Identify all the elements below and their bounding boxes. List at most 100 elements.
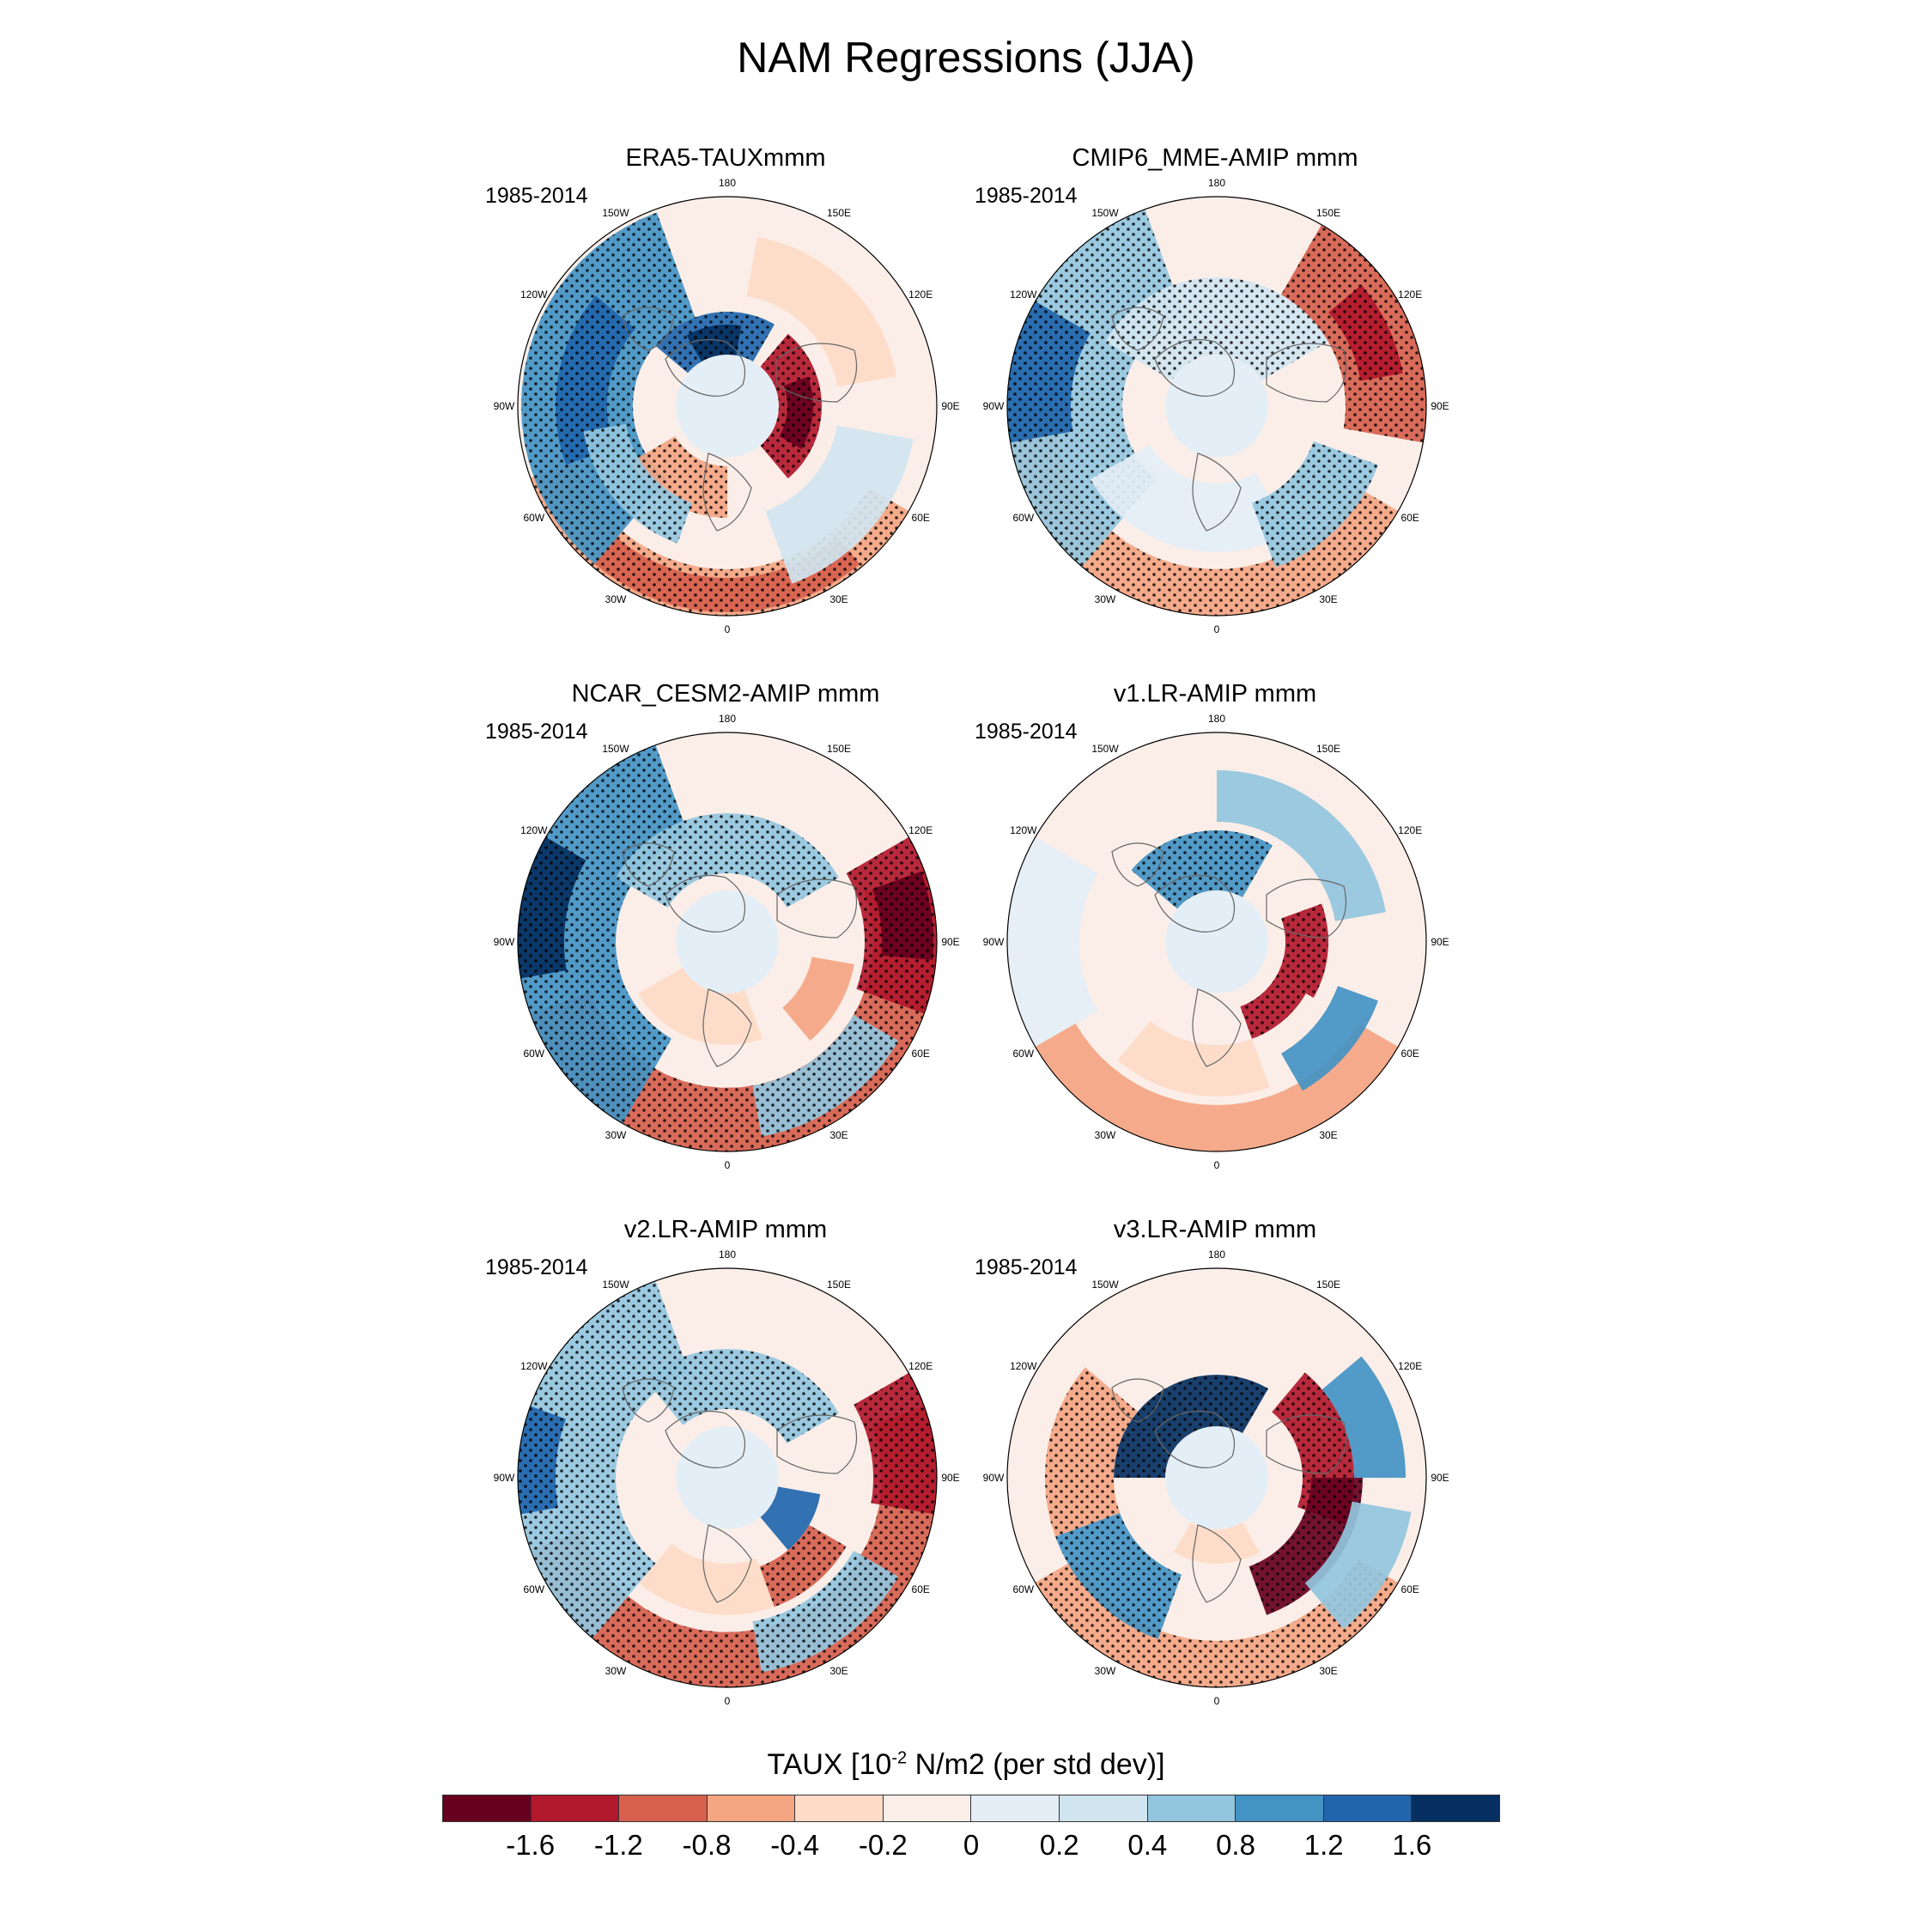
significance-stipple [594, 538, 860, 612]
field-patch [639, 1543, 775, 1615]
longitude-label: 60W [523, 1583, 544, 1595]
field-patch [1117, 1020, 1270, 1097]
field-patch [1174, 1522, 1260, 1564]
colorbar-tick-label: -0.4 [770, 1829, 820, 1861]
colorbar-box [443, 1795, 532, 1821]
coastline [776, 878, 858, 939]
panel-period: 1985-2014 [975, 184, 1078, 208]
longitude-label: 90W [494, 1472, 515, 1484]
colorbar-tick-label: -0.2 [858, 1829, 908, 1861]
colorbar-box [883, 1795, 972, 1821]
colorbar-title-prefix: TAUX [10 [767, 1748, 892, 1781]
panel-period: 1985-2014 [485, 184, 588, 208]
field-patch [1217, 770, 1386, 921]
colorbar-title-exponent: -2 [891, 1748, 908, 1768]
longitude-label: 180 [719, 1249, 736, 1261]
panel-title: NCAR_CESM2-AMIP mmm [571, 680, 880, 708]
map-border [1006, 1267, 1427, 1688]
significance-stipple [686, 325, 742, 361]
field-patch [1165, 355, 1268, 458]
significance-stipple [1007, 301, 1091, 443]
coastline [622, 1378, 675, 1423]
colorbar-tick-label: 1.6 [1392, 1829, 1432, 1861]
field-patch [1165, 890, 1268, 993]
longitude-label: 30W [605, 1665, 627, 1677]
longitude-label: 90E [1431, 936, 1449, 948]
longitude-label: 60E [1401, 512, 1419, 524]
longitude-label: 60W [523, 1048, 544, 1060]
longitude-label: 150W [1091, 1279, 1119, 1291]
field-patch [765, 425, 914, 584]
significance-stipple [752, 1015, 899, 1137]
field-patch [746, 237, 896, 387]
coastline [776, 1414, 858, 1474]
panel-period: 1985-2014 [975, 720, 1078, 744]
longitude-label: 120E [1398, 1360, 1422, 1372]
colorbar-box [1323, 1795, 1413, 1821]
map-field [1007, 732, 1426, 1151]
map-panel: 180 150E 120E 90E 60E 30E 0 30W 60W 90W 120W 150W v… [940, 680, 1490, 1170]
longitude-label: 150E [1316, 207, 1340, 219]
longitude-label: 30E [1319, 593, 1337, 605]
coastline [1192, 988, 1242, 1067]
significance-stipple [854, 1373, 937, 1515]
significance-stipple [1007, 406, 1399, 616]
longitude-label: 60W [1012, 1048, 1034, 1060]
panel-title: v3.LR-AMIP mmm [1113, 1216, 1317, 1243]
longitude-label: 180 [1208, 1249, 1225, 1261]
significance-stipple [1055, 1513, 1182, 1639]
longitude-label: 0 [725, 1695, 731, 1705]
longitude-label: 90W [983, 400, 1005, 412]
longitude-label: 60W [523, 512, 544, 524]
longitude-label: 120E [908, 1360, 933, 1372]
longitude-label: 60W [1012, 1583, 1034, 1595]
panel-title: ERA5-TAUXmmm [625, 144, 826, 172]
colorbar-tick-label: 1.2 [1303, 1829, 1344, 1861]
coastline [1111, 307, 1164, 351]
significance-stipple [644, 1349, 839, 1443]
panel-title: CMIP6_MME-AMIP mmm [1072, 144, 1358, 172]
coastline [1154, 874, 1236, 933]
longitude-label: 90W [983, 936, 1005, 948]
colorbar-box [619, 1795, 708, 1821]
field-patch [1090, 445, 1290, 552]
longitude-label: 30W [605, 1129, 627, 1141]
longitude-label: 60W [1012, 512, 1034, 524]
significance-stipple [872, 871, 933, 960]
significance-stipple [518, 1280, 690, 1638]
longitude-label: 120E [1398, 824, 1422, 836]
longitude-label: 90E [941, 400, 959, 412]
colorbar-title: TAUX [10-2 N/m2 (per std dev)] [0, 1748, 1932, 1782]
longitude-label: 90E [1431, 400, 1449, 412]
longitude-label: 30W [605, 593, 627, 605]
coastline [1111, 842, 1164, 887]
longitude-label: 150W [602, 207, 629, 219]
field-patch [1304, 1501, 1412, 1630]
polar-map: 180 150E 120E 90E 60E 30E 0 30W 60W 90W 120W 150W [494, 713, 960, 1170]
map-panel: 180 150E 120E 90E 60E 30E 0 30W 60W 90W 120W 150W v… [940, 1216, 1490, 1705]
longitude-label: 90W [494, 936, 515, 948]
longitude-label: 0 [1214, 1695, 1220, 1705]
coastline [1154, 338, 1236, 397]
longitude-label: 180 [719, 713, 736, 725]
significance-stipple [1035, 1559, 1399, 1687]
map-panel: 180 150E 120E 90E 60E 30E 0 30W 60W 90W 120W 150W v… [451, 1216, 1000, 1705]
significance-stipple [1252, 441, 1378, 568]
field-patch [676, 355, 779, 458]
coastline [665, 1410, 746, 1468]
coastline [702, 1524, 752, 1603]
longitude-label: 90W [494, 400, 515, 412]
significance-stipple [518, 744, 690, 1124]
longitude-label: 120W [520, 824, 548, 836]
coastline [1266, 343, 1347, 403]
coastline [702, 988, 752, 1067]
coastline [1266, 878, 1347, 939]
panel-title: v2.LR-AMIP mmm [623, 1216, 828, 1243]
panel-period: 1985-2014 [485, 1255, 588, 1279]
figure-title: NAM Regressions (JJA) [737, 33, 1195, 82]
field-patch [760, 1486, 821, 1551]
map-field [518, 197, 937, 616]
significance-stipple [518, 1406, 567, 1515]
longitude-label: 180 [719, 177, 736, 189]
longitude-label: 90W [983, 1472, 1005, 1484]
